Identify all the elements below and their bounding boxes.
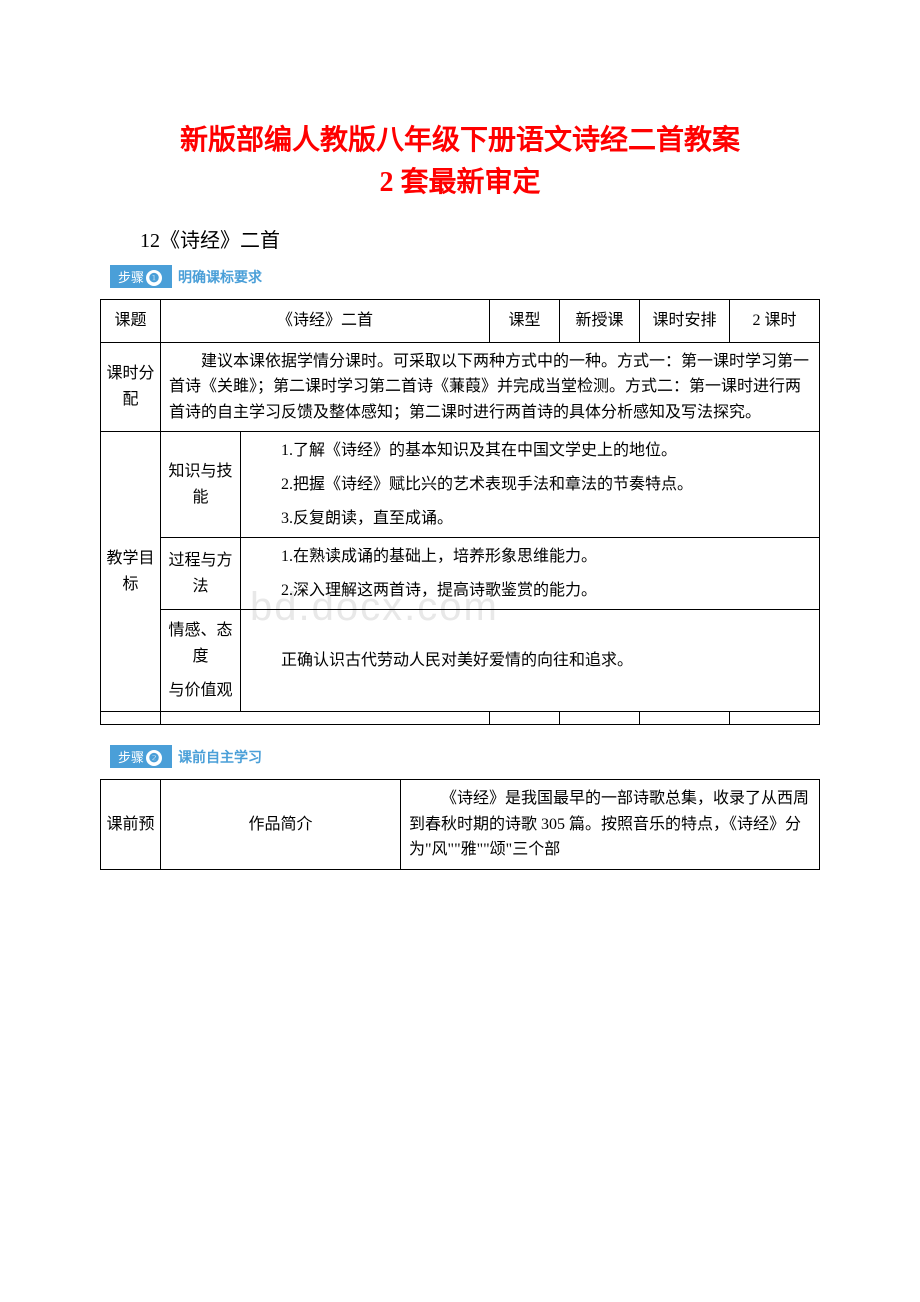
cell-zhishi-content: 1.了解《诗经》的基本知识及其在中国文学史上的地位。 2.把握《诗经》赋比兴的艺… (241, 432, 820, 538)
cell-zuopin-label: 作品简介 (161, 780, 401, 870)
step1-badge: 步骤❶ (110, 265, 172, 288)
step1-text: 明确课标要求 (172, 265, 268, 289)
p2: 2.把握《诗经》赋比兴的艺术表现手法和章法的节奏特点。 (249, 472, 811, 498)
table-row: 课题 《诗经》二首 课型 新授课 课时安排 2 课时 (101, 300, 820, 343)
cell-qinggan-content: 正确认识古代劳动人民对美好爱情的向往和追求。 (241, 610, 820, 712)
content-text: 建议本课依据学情分课时。可采取以下两种方式中的一种。方式一：第一课时学习第一首诗… (169, 349, 811, 426)
cell-guocheng-label: 过程与方法 (161, 538, 241, 610)
cell-keti-label: 课题 (101, 300, 161, 343)
step2-prefix: 步骤 (118, 750, 144, 765)
p2: 2.深入理解这两首诗，提高诗歌鉴赏的能力。 (249, 578, 811, 604)
table-row: 课时分配 建议本课依据学情分课时。可采取以下两种方式中的一种。方式一：第一课时学… (101, 342, 820, 432)
qinggan-p2: 与价值观 (165, 678, 236, 704)
step2-badge: 步骤❷ (110, 745, 172, 768)
cell-keti-value: 《诗经》二首 (161, 300, 490, 343)
main-title: 新版部编人教版八年级下册语文诗经二首教案 2 套最新审定 (100, 120, 820, 204)
step2-text: 课前自主学习 (172, 745, 268, 769)
table-row-empty (101, 712, 820, 725)
table-row: 课前预 作品简介 《诗经》是我国最早的一部诗歌总集，收录了从西周到春秋时期的诗歌… (101, 780, 820, 870)
title-line2: 2 套最新审定 (379, 167, 540, 198)
content-text: 《诗经》是我国最早的一部诗歌总集，收录了从西周到春秋时期的诗歌 305 篇。按照… (409, 786, 811, 863)
qinggan-p1: 情感、态度 (165, 618, 236, 669)
cell-kexing-value: 新授课 (560, 300, 640, 343)
subtitle: 12《诗经》二首 (100, 224, 820, 253)
step1-label: 步骤❶ 明确课标要求 (100, 265, 820, 289)
p1: 1.了解《诗经》的基本知识及其在中国文学史上的地位。 (249, 438, 811, 464)
cell-zuopin-content: 《诗经》是我国最早的一部诗歌总集，收录了从西周到春秋时期的诗歌 305 篇。按照… (401, 780, 820, 870)
table-row: 过程与方法 1.在熟读成诵的基础上，培养形象思维能力。 2.深入理解这两首诗，提… (101, 538, 820, 610)
p3: 3.反复朗读，直至成诵。 (249, 506, 811, 532)
cell-keshifenp-content: 建议本课依据学情分课时。可采取以下两种方式中的一种。方式一：第一课时学习第一首诗… (161, 342, 820, 432)
table1: 课题 《诗经》二首 课型 新授课 课时安排 2 课时 课时分配 建议本课依据学情… (100, 299, 820, 725)
cell-qinggan-label: 情感、态度 与价值观 (161, 610, 241, 712)
cell-keshi-label: 课时安排 (640, 300, 730, 343)
cell-jiaoxue-label: 教学目标 (101, 432, 161, 712)
cell-keqianyu-label: 课前预 (101, 780, 161, 870)
cell-guocheng-content: 1.在熟读成诵的基础上，培养形象思维能力。 2.深入理解这两首诗，提高诗歌鉴赏的… (241, 538, 820, 610)
table-row: 教学目标 知识与技能 1.了解《诗经》的基本知识及其在中国文学史上的地位。 2.… (101, 432, 820, 538)
cell-keshifenp-label: 课时分配 (101, 342, 161, 432)
step2-num: ❷ (146, 750, 162, 766)
cell-keshi-value: 2 课时 (730, 300, 820, 343)
table2: 课前预 作品简介 《诗经》是我国最早的一部诗歌总集，收录了从西周到春秋时期的诗歌… (100, 779, 820, 870)
table-row: 情感、态度 与价值观 正确认识古代劳动人民对美好爱情的向往和追求。 (101, 610, 820, 712)
cell-kexing-label: 课型 (490, 300, 560, 343)
cell-zhishi-label: 知识与技能 (161, 432, 241, 538)
step2-label: 步骤❷ 课前自主学习 (100, 745, 820, 769)
p1: 1.在熟读成诵的基础上，培养形象思维能力。 (249, 544, 811, 570)
content-text: 正确认识古代劳动人民对美好爱情的向往和追求。 (249, 648, 811, 674)
title-line1: 新版部编人教版八年级下册语文诗经二首教案 (180, 125, 740, 156)
step1-num: ❶ (146, 270, 162, 286)
step1-prefix: 步骤 (118, 270, 144, 285)
